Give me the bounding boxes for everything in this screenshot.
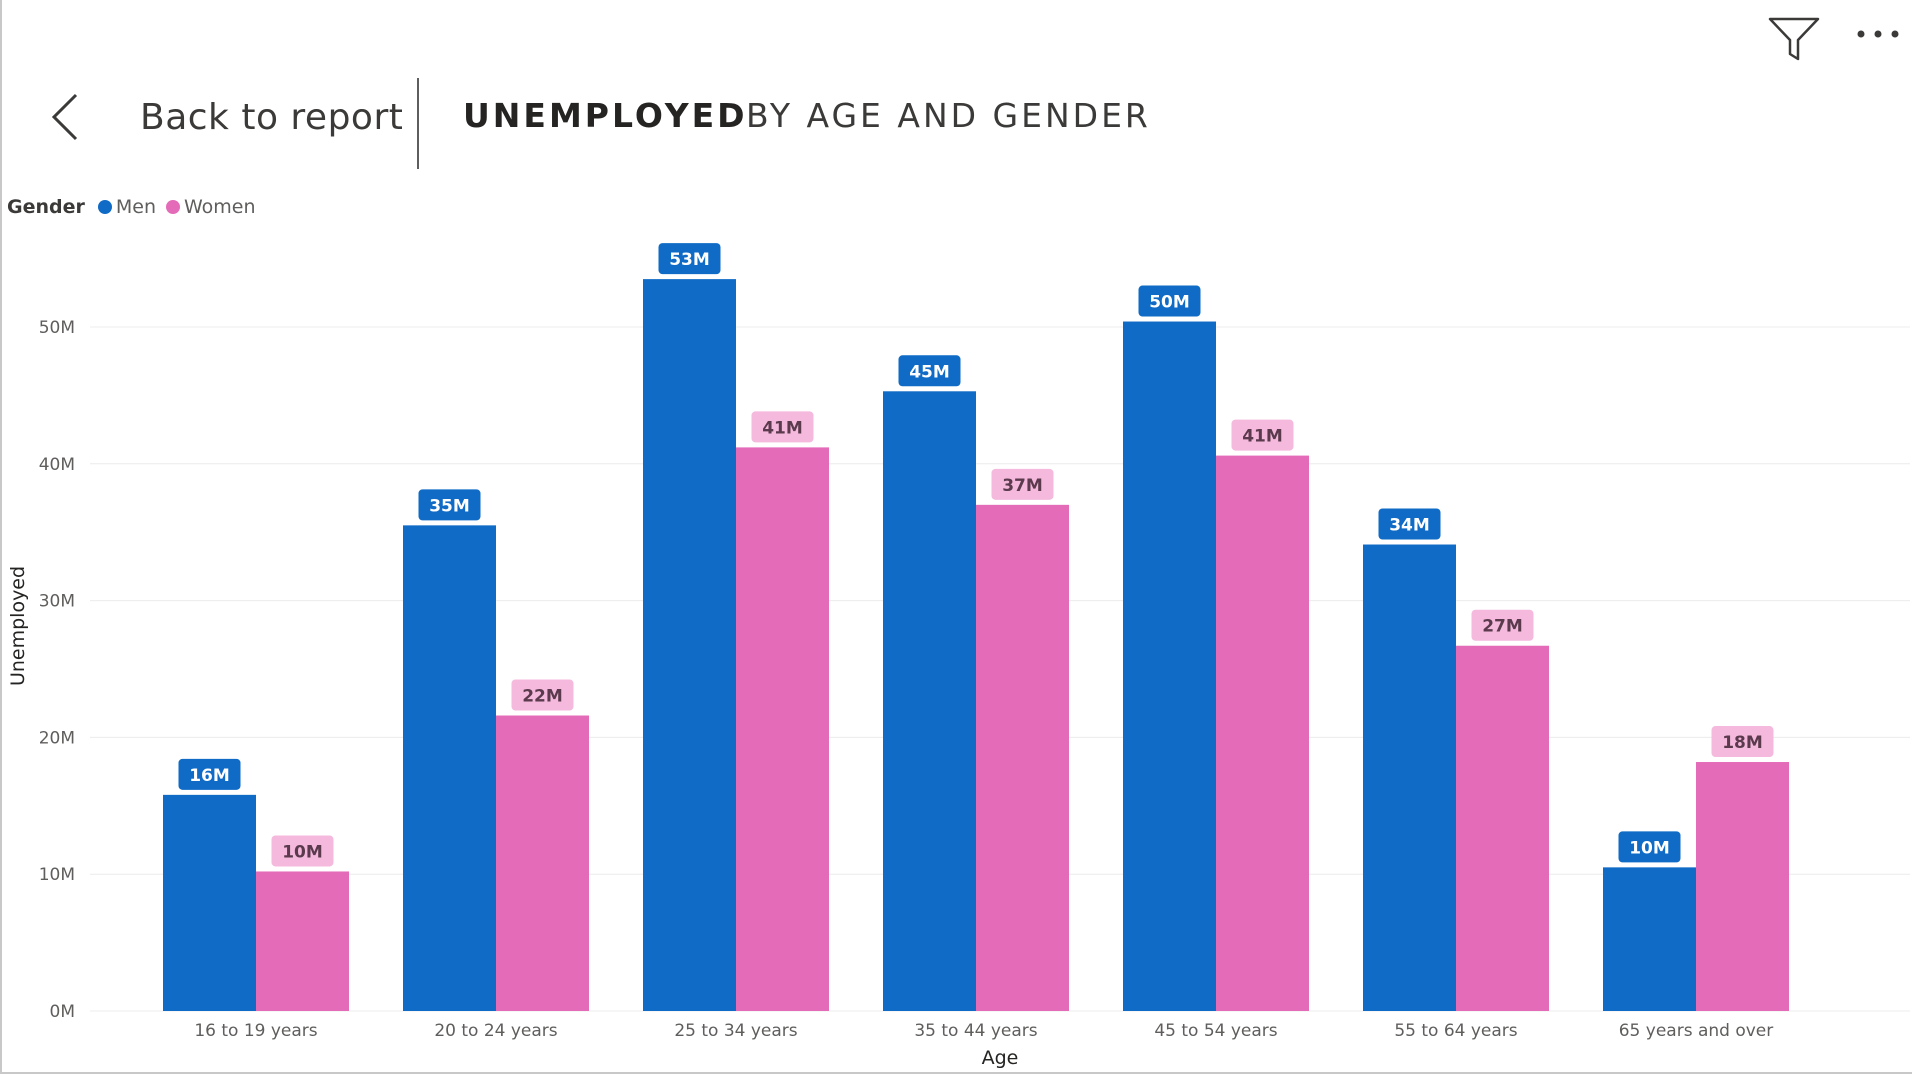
legend-swatch-men xyxy=(97,200,112,214)
bar-men[interactable] xyxy=(883,391,976,1011)
y-tick-label: 20M xyxy=(39,728,75,748)
data-label: 41M xyxy=(1242,427,1283,447)
bar-women[interactable] xyxy=(736,447,829,1011)
data-label: 27M xyxy=(1482,617,1523,637)
bar-women[interactable] xyxy=(496,715,589,1011)
data-label: 45M xyxy=(909,362,950,382)
data-label: 37M xyxy=(1002,476,1043,496)
bar-men[interactable] xyxy=(1363,544,1456,1011)
legend-label-women: Women xyxy=(184,196,256,218)
data-label-bg xyxy=(1471,609,1534,641)
bar-men[interactable] xyxy=(1123,321,1216,1011)
data-label: 53M xyxy=(669,250,710,270)
legend-item-women[interactable]: Women xyxy=(166,196,256,218)
data-label-bg xyxy=(511,679,574,711)
bar-women[interactable] xyxy=(1696,762,1789,1011)
more-options-icon[interactable] xyxy=(1855,24,1901,48)
header-divider xyxy=(417,78,419,169)
data-label-bg xyxy=(178,758,241,790)
bar-men[interactable] xyxy=(403,525,496,1011)
y-tick-label: 10M xyxy=(39,865,75,885)
data-label: 16M xyxy=(189,766,230,786)
bar-women[interactable] xyxy=(1456,645,1549,1011)
x-axis-title: Age xyxy=(982,1047,1019,1069)
bar-women[interactable] xyxy=(256,871,349,1011)
data-label: 50M xyxy=(1149,293,1190,313)
data-label-bg xyxy=(658,243,721,275)
x-tick-label: 16 to 19 years xyxy=(194,1021,317,1041)
data-label-bg xyxy=(1378,508,1441,540)
data-labels: 16M 10M 35M 22M 53M 41M 45M 37M 50M 41M 34M 27M 10M 1… xyxy=(178,243,1774,867)
bar-women[interactable] xyxy=(1216,455,1309,1011)
data-label-bg xyxy=(1138,285,1201,317)
bar-men[interactable] xyxy=(1603,867,1696,1011)
data-label: 22M xyxy=(522,687,563,707)
legend-item-men[interactable]: Men xyxy=(97,196,156,218)
data-label-bg xyxy=(991,468,1054,500)
y-tick-label: 40M xyxy=(39,455,75,475)
data-label: 10M xyxy=(282,842,323,862)
data-label-bg xyxy=(1618,831,1681,863)
data-label-bg xyxy=(898,355,961,387)
bar-men[interactable] xyxy=(643,279,736,1011)
bar-women[interactable] xyxy=(976,504,1069,1011)
page-subtitle: BY AGE AND GENDER xyxy=(746,96,1151,135)
filter-icon[interactable] xyxy=(1768,16,1820,66)
data-label-bg xyxy=(271,835,334,867)
x-tick-label: 20 to 24 years xyxy=(434,1021,557,1041)
legend-swatch-women xyxy=(166,200,180,214)
back-to-report-label: Back to report xyxy=(140,96,404,138)
x-axis-ticks: 16 to 19 years 20 to 24 years 25 to 34 yea… xyxy=(194,1021,1773,1041)
x-tick-label: 25 to 34 years xyxy=(674,1021,797,1041)
y-axis-title: Unemployed xyxy=(7,566,29,686)
x-tick-label: 45 to 54 years xyxy=(1154,1021,1277,1041)
data-label: 41M xyxy=(762,418,803,438)
data-label: 34M xyxy=(1389,516,1430,536)
data-label-bg xyxy=(1711,726,1774,758)
data-label-bg xyxy=(1231,419,1294,451)
data-label: 10M xyxy=(1629,838,1670,858)
bar-men[interactable] xyxy=(163,794,256,1011)
back-to-report-button[interactable]: Back to report xyxy=(50,86,403,148)
data-label-bg xyxy=(418,489,481,521)
data-label-bg xyxy=(751,411,814,443)
x-tick-label: 65 years and over xyxy=(1619,1021,1774,1041)
page-title: UNEMPLOYED xyxy=(463,96,748,135)
data-label: 35M xyxy=(429,496,470,516)
x-tick-label: 55 to 64 years xyxy=(1394,1021,1517,1041)
y-tick-label: 30M xyxy=(39,592,75,612)
legend-title: Gender xyxy=(7,196,85,218)
bars xyxy=(163,279,1789,1011)
chart-legend: Gender Men Women xyxy=(7,196,266,218)
y-axis-ticks: 0M 10M 20M 30M 40M 50M xyxy=(39,318,75,1022)
legend-label-men: Men xyxy=(115,196,156,218)
y-tick-label: 0M xyxy=(50,1002,75,1022)
y-tick-label: 50M xyxy=(39,318,75,338)
chevron-left-icon xyxy=(51,93,78,141)
data-label: 18M xyxy=(1722,733,1763,753)
x-tick-label: 35 to 44 years xyxy=(914,1021,1037,1041)
